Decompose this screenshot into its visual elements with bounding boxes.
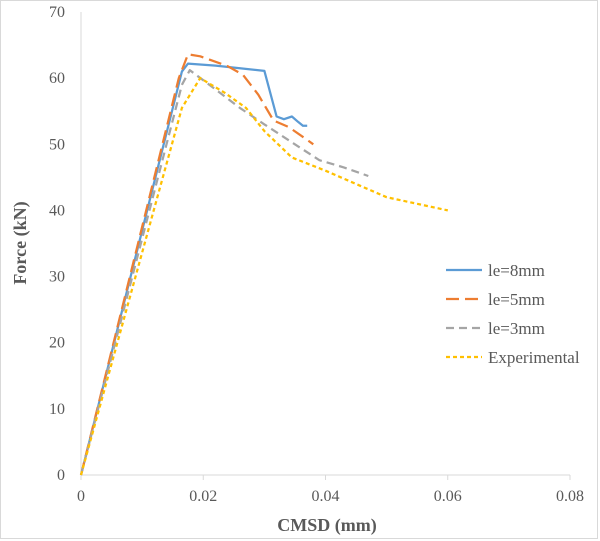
x-tick-label: 0	[77, 488, 85, 505]
series-line-le-8mm	[79, 62, 308, 476]
y-tick-label: 50	[49, 136, 65, 153]
legend-label-le-5mm: le=5mm	[488, 290, 545, 309]
y-tick-label: 30	[49, 269, 65, 286]
legend-label-le-3mm: le=3mm	[488, 319, 545, 338]
x-tick-label: 0.08	[556, 488, 584, 505]
legend-label-le-8mm: le=8mm	[488, 261, 545, 280]
y-axis-title: Force (kN)	[10, 201, 31, 284]
series-layer	[79, 53, 449, 476]
x-tick-label: 0.06	[434, 488, 462, 505]
x-tick-label: 0.02	[189, 488, 217, 505]
legend: le=8mm le=5mm le=3mm Experimental	[446, 261, 580, 367]
y-tick-label: 60	[49, 70, 65, 87]
legend-label-experimental: Experimental	[488, 348, 580, 367]
y-tick-label: 0	[57, 467, 65, 484]
y-tick-label: 20	[49, 335, 65, 352]
y-tick-label: 40	[49, 202, 65, 219]
series-line-le-5mm	[79, 53, 314, 476]
y-tick-label: 10	[49, 401, 65, 418]
series-line-le-3mm	[79, 69, 369, 476]
series-line-experimental	[79, 76, 449, 476]
y-tick-label: 70	[49, 4, 65, 21]
axes: 0 0.02 0.04 0.06 0.08 0 10 20 30 40 50 60 70	[49, 4, 584, 505]
x-tick-label: 0.04	[312, 488, 340, 505]
x-axis-title: CMSD (mm)	[277, 515, 376, 536]
